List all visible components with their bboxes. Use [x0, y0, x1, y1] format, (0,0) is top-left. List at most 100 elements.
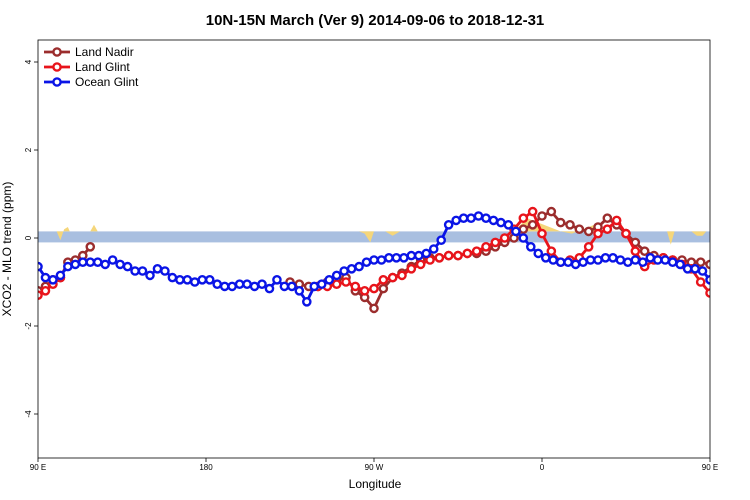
ocean-glint-point: [212, 279, 222, 290]
land-fill-3: [385, 231, 401, 236]
land-nadir-point: [518, 224, 529, 234]
land-glint-point: [341, 277, 351, 287]
ocean-glint-point: [540, 252, 551, 263]
land-glint-point: [481, 241, 491, 252]
ocean-glint-point: [264, 283, 275, 294]
ocean-glint-point: [578, 257, 588, 268]
legend-label: Ocean Glint: [75, 75, 139, 89]
land-glint-point: [434, 252, 445, 263]
ocean-glint-point: [346, 263, 357, 274]
ocean-glint-point: [384, 252, 394, 263]
ocean-glint-point: [301, 296, 312, 307]
ocean-glint-point: [436, 235, 447, 245]
ocean-glint-point: [391, 252, 402, 263]
land-glint-point: [721, 272, 728, 279]
land-nadir-point: [744, 241, 750, 248]
land-glint-point: [518, 213, 529, 223]
land-nadir-point: [721, 259, 728, 266]
legend-swatch-marker: [52, 77, 62, 87]
land-fill-1: [90, 224, 98, 232]
ocean-glint-point: [570, 259, 581, 270]
land-glint-point: [490, 237, 501, 248]
legend-label: Land Nadir: [75, 45, 134, 59]
ocean-glint-point: [675, 259, 685, 270]
land-glint-point: [736, 259, 743, 266]
land-glint-point: [593, 228, 603, 239]
ocean-glint-point: [78, 257, 88, 268]
ocean-glint-point: [339, 266, 349, 276]
ocean-glint-point: [369, 255, 379, 265]
ocean-glint-point: [473, 211, 484, 221]
ocean-glint-point: [40, 272, 51, 283]
ocean-glint-point: [122, 261, 133, 272]
land-glint-point: [331, 279, 342, 290]
land-glint-point: [527, 206, 538, 217]
ocean-glint-point: [481, 213, 491, 223]
land-nadir-point: [555, 217, 566, 228]
x-tick-label: 90 E: [702, 463, 718, 472]
ocean-glint-point: [115, 259, 125, 270]
legend-label: Land Glint: [75, 60, 130, 74]
land-glint-point: [630, 246, 641, 256]
ocean-glint-point: [399, 252, 409, 263]
ocean-glint-point: [548, 255, 559, 265]
land-nadir-point: [85, 241, 96, 252]
ocean-glint-point: [638, 257, 648, 268]
land-glint-point: [611, 215, 622, 226]
land-fill-7: [721, 227, 728, 231]
ocean-glint-point: [466, 213, 476, 223]
ocean-glint-point: [488, 215, 499, 226]
ocean-glint-point: [85, 257, 96, 268]
land-glint-point: [546, 246, 557, 256]
land-nadir-point: [527, 219, 538, 230]
land-glint-point: [583, 241, 594, 252]
ocean-glint-point: [593, 255, 603, 265]
ocean-glint-point: [608, 252, 618, 263]
land-glint-point: [350, 281, 361, 292]
ocean-glint-point: [354, 261, 364, 272]
ocean-glint-point: [92, 257, 103, 268]
ocean-glint-point: [55, 270, 66, 281]
ocean-glint-point: [533, 248, 544, 259]
ocean-glint-point: [309, 281, 320, 292]
ocean-glint-point: [287, 281, 297, 292]
land-nadir-point: [546, 206, 557, 217]
y-axis-label: XCO2 - MLO trend (ppm): [0, 182, 14, 317]
land-glint-point: [378, 274, 389, 285]
x-axis-label: Longitude: [349, 477, 402, 491]
land-nadir-point: [369, 303, 379, 314]
land-fill-5: [667, 231, 675, 245]
land-nadir-point: [574, 224, 585, 234]
ocean-glint-point: [257, 279, 267, 290]
ocean-glint-point: [376, 255, 387, 265]
ocean-glint-point: [137, 266, 148, 276]
y-tick-label: -2: [24, 322, 33, 330]
ocean-glint-point: [623, 257, 633, 268]
land-glint-point: [729, 261, 736, 268]
ocean-glint-point: [249, 281, 260, 292]
ocean-glint-point: [234, 279, 245, 290]
ocean-glint-point: [428, 244, 439, 254]
land-glint-point: [499, 233, 510, 243]
land-glint-point: [359, 285, 370, 296]
ocean-glint-point: [197, 274, 208, 285]
land-nadir-point: [729, 256, 736, 263]
legend-item-land-glint: Land Glint: [44, 60, 130, 74]
ocean-glint-point: [660, 255, 671, 265]
reference-band: [38, 231, 710, 243]
ocean-glint-point: [421, 248, 432, 259]
ocean-glint-point: [585, 255, 596, 265]
land-nadir-point: [714, 263, 721, 270]
ocean-glint-point: [48, 274, 58, 285]
ocean-glint-point: [324, 274, 335, 285]
x-axis: 90 E 180 90 W 0 90 E: [30, 458, 718, 472]
x-tick-label: 90 E: [30, 463, 46, 472]
ocean-glint-point: [705, 275, 710, 285]
x-tick-label: 90 W: [365, 463, 384, 472]
ocean-glint-point: [63, 261, 73, 272]
legend-swatch-marker: [52, 47, 62, 57]
ocean-glint-point: [107, 255, 118, 265]
ocean-glint-point: [145, 270, 155, 281]
land-fill-0: [56, 227, 70, 241]
